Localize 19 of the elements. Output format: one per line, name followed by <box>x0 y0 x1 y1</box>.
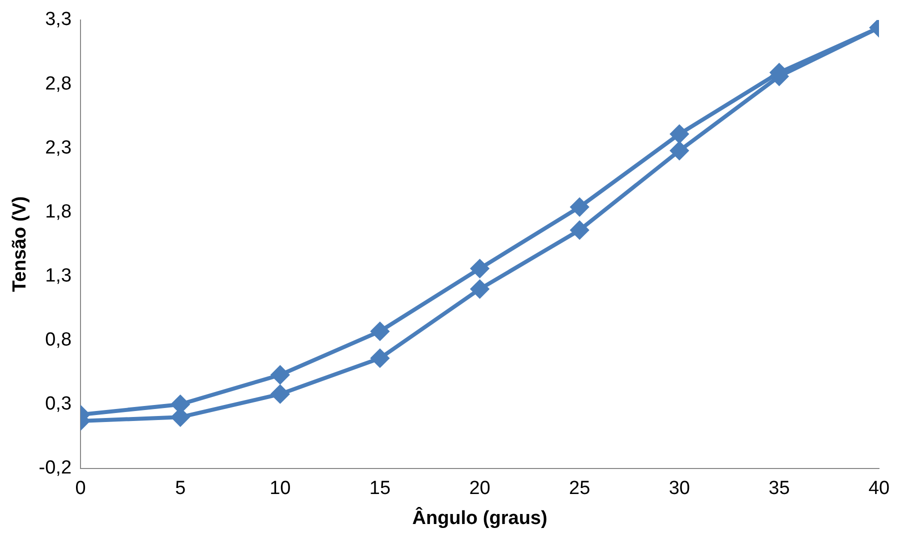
x-axis-title: Ângulo (graus) <box>412 506 548 529</box>
y-tick-label: 0,3 <box>45 394 72 415</box>
x-tick-label: 10 <box>270 478 291 500</box>
y-tick-label: -0,2 <box>38 458 72 479</box>
x-tick-label: 30 <box>668 478 690 500</box>
y-tick-label: 0,8 <box>45 330 72 351</box>
x-tick-label: 40 <box>868 478 890 500</box>
x-tick-label: 20 <box>469 478 490 500</box>
y-tick-label: 1,8 <box>45 201 72 222</box>
x-tick-label: 35 <box>768 478 790 500</box>
x-tick-label: 15 <box>369 478 391 500</box>
y-tick-label: 1,3 <box>45 265 72 286</box>
y-tick-label: 2,8 <box>45 73 72 94</box>
y-tick-label: 3,3 <box>45 9 72 30</box>
y-axis-title: Tensão (V) <box>10 196 31 292</box>
x-tick-label: 0 <box>75 478 86 500</box>
y-tick-label: 2,3 <box>45 137 72 158</box>
x-tick-label: 5 <box>175 478 186 500</box>
x-tick-label: 25 <box>569 478 590 500</box>
